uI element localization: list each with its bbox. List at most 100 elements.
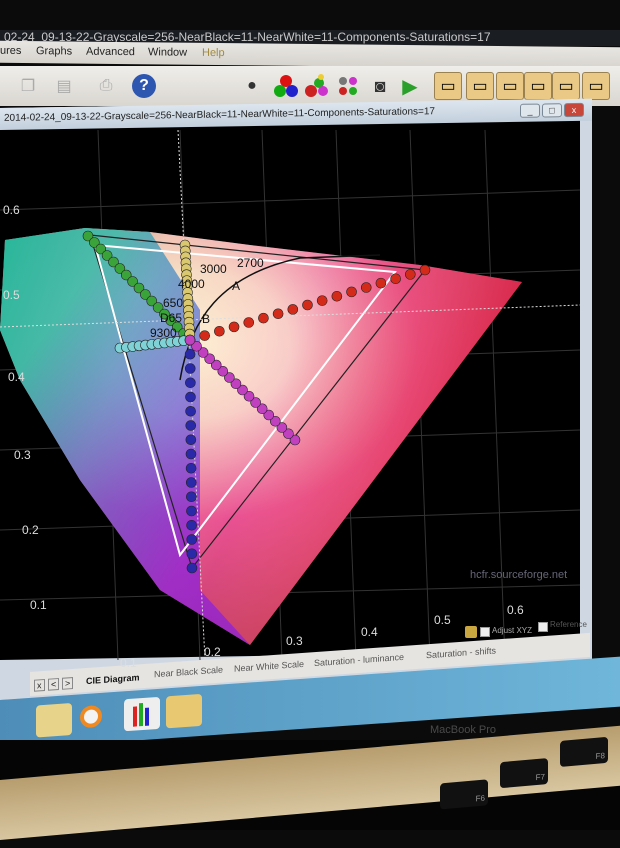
maximize-button[interactable]: □ [542,103,562,118]
cie-chart: 3000 2700 4000 A 650 D65 B 9300 hcfr.sou… [0,130,581,660]
tab-next-button[interactable]: > [62,676,74,690]
y-tick-label: 0.2 [22,523,39,537]
paste-icon[interactable]: ▤ [56,78,72,95]
data-point [204,353,215,365]
camera-icon[interactable]: ◙ [374,75,386,96]
data-point [243,390,255,402]
monitor-luminance-icon[interactable]: ▭ [496,72,524,100]
menu-graphs[interactable]: Graphs [36,45,73,58]
d65-label: D65 [160,311,182,325]
data-point [185,462,197,474]
monitor-cie-icon[interactable]: ▭ [582,72,610,100]
data-point [186,491,197,503]
play-icon[interactable]: ▶ [402,75,418,98]
hcfr-task-icon[interactable] [124,696,160,732]
data-point [114,263,126,274]
data-point [185,434,197,446]
menu-advanced[interactable]: Advanced [86,45,135,59]
x-tick-label: 0.5 [434,613,451,627]
sensor-icon[interactable]: ● [247,77,257,94]
print-icon[interactable]: ⎙ [99,77,113,94]
data-point [346,286,357,298]
adjust-xyz-checkbox[interactable] [480,627,490,637]
data-point [210,359,222,371]
data-point [228,321,240,333]
data-point [171,321,183,333]
data-point [133,282,145,294]
x-tick-label: 0.6 [507,603,524,617]
data-point [283,428,294,440]
cct-label-4000: 4000 [178,277,205,291]
data-point [186,505,197,517]
cct-label-6500: 650 [163,296,183,310]
tab-prev-button[interactable]: < [48,677,60,691]
reference-label: Reference [550,620,587,629]
adjust-xyz-label: Adjust XYZ [492,626,533,635]
minimize-button[interactable]: _ [520,103,540,118]
data-point [152,302,164,313]
x-tick-label: 0.2 [204,645,221,659]
data-point [185,448,197,460]
reference-checkbox[interactable] [538,622,548,632]
adjust-xyz-icon [465,626,477,638]
data-point [289,434,301,446]
tab-near-black-scale[interactable]: Near Black Scale [154,664,224,680]
data-point [243,317,255,328]
rgb-icon[interactable] [272,72,300,100]
data-point [263,409,275,421]
y-tick-label: 0.1 [30,598,47,612]
colors-icon[interactable] [302,72,330,100]
data-point [419,264,431,276]
document-task-icon[interactable] [166,693,202,729]
data-point [127,276,138,287]
data-point [185,405,196,417]
help-icon[interactable]: ? [132,74,156,98]
close-button[interactable]: x [564,102,584,118]
data-point [230,378,242,390]
data-point [360,282,372,293]
data-point [270,415,281,427]
data-point [302,299,313,311]
data-point [331,290,343,302]
data-point [184,363,196,374]
tab-near-white-scale[interactable]: Near White Scale [234,658,305,674]
monitor-rgb-icon[interactable]: ▭ [524,72,552,100]
media-player-task-icon[interactable] [80,704,102,729]
saturation-icon[interactable] [334,72,362,100]
illuminant-b-label: B [202,312,210,326]
data-point [217,365,229,377]
menu-help[interactable]: Help [202,46,225,60]
copy-icon[interactable]: ❐ [20,78,36,95]
tab-saturation-shifts[interactable]: Saturation - shifts [426,645,497,661]
data-point [185,477,197,488]
menu-window[interactable]: Window [148,46,188,59]
monitor-temperature-icon[interactable]: ▭ [552,72,580,100]
data-point [375,277,387,289]
x-tick-label: 0.1 [120,656,137,670]
data-point [258,312,269,324]
monitor-grayscale-icon[interactable]: ▭ [434,72,462,100]
key-f6[interactable]: F6 [440,779,488,810]
data-point [197,347,209,358]
planckian-locus [179,254,381,381]
crosshair-horizontal [0,304,581,328]
data-point [405,269,416,280]
data-point [287,304,299,315]
explorer-task-icon[interactable] [36,702,72,738]
spectral-locus [0,228,522,645]
tab-saturation-luminance[interactable]: Saturation - luminance [314,651,405,669]
x-tick-label: 0.3 [286,634,303,648]
key-f8[interactable]: F8 [560,736,608,768]
data-point [184,334,196,346]
tab-close-button[interactable]: x [34,678,45,692]
menu-measures[interactable]: ures [0,44,22,57]
data-point [165,315,177,326]
y-tick-label: 0.5 [3,288,20,302]
data-point [185,377,196,389]
monitor-gamma-icon[interactable]: ▭ [466,72,494,100]
data-point [199,330,210,341]
tab-cie-diagram[interactable]: CIE Diagram [86,672,140,687]
key-f7[interactable]: F7 [500,758,548,789]
data-point [159,308,170,320]
cct-label-3000: 3000 [200,262,227,276]
